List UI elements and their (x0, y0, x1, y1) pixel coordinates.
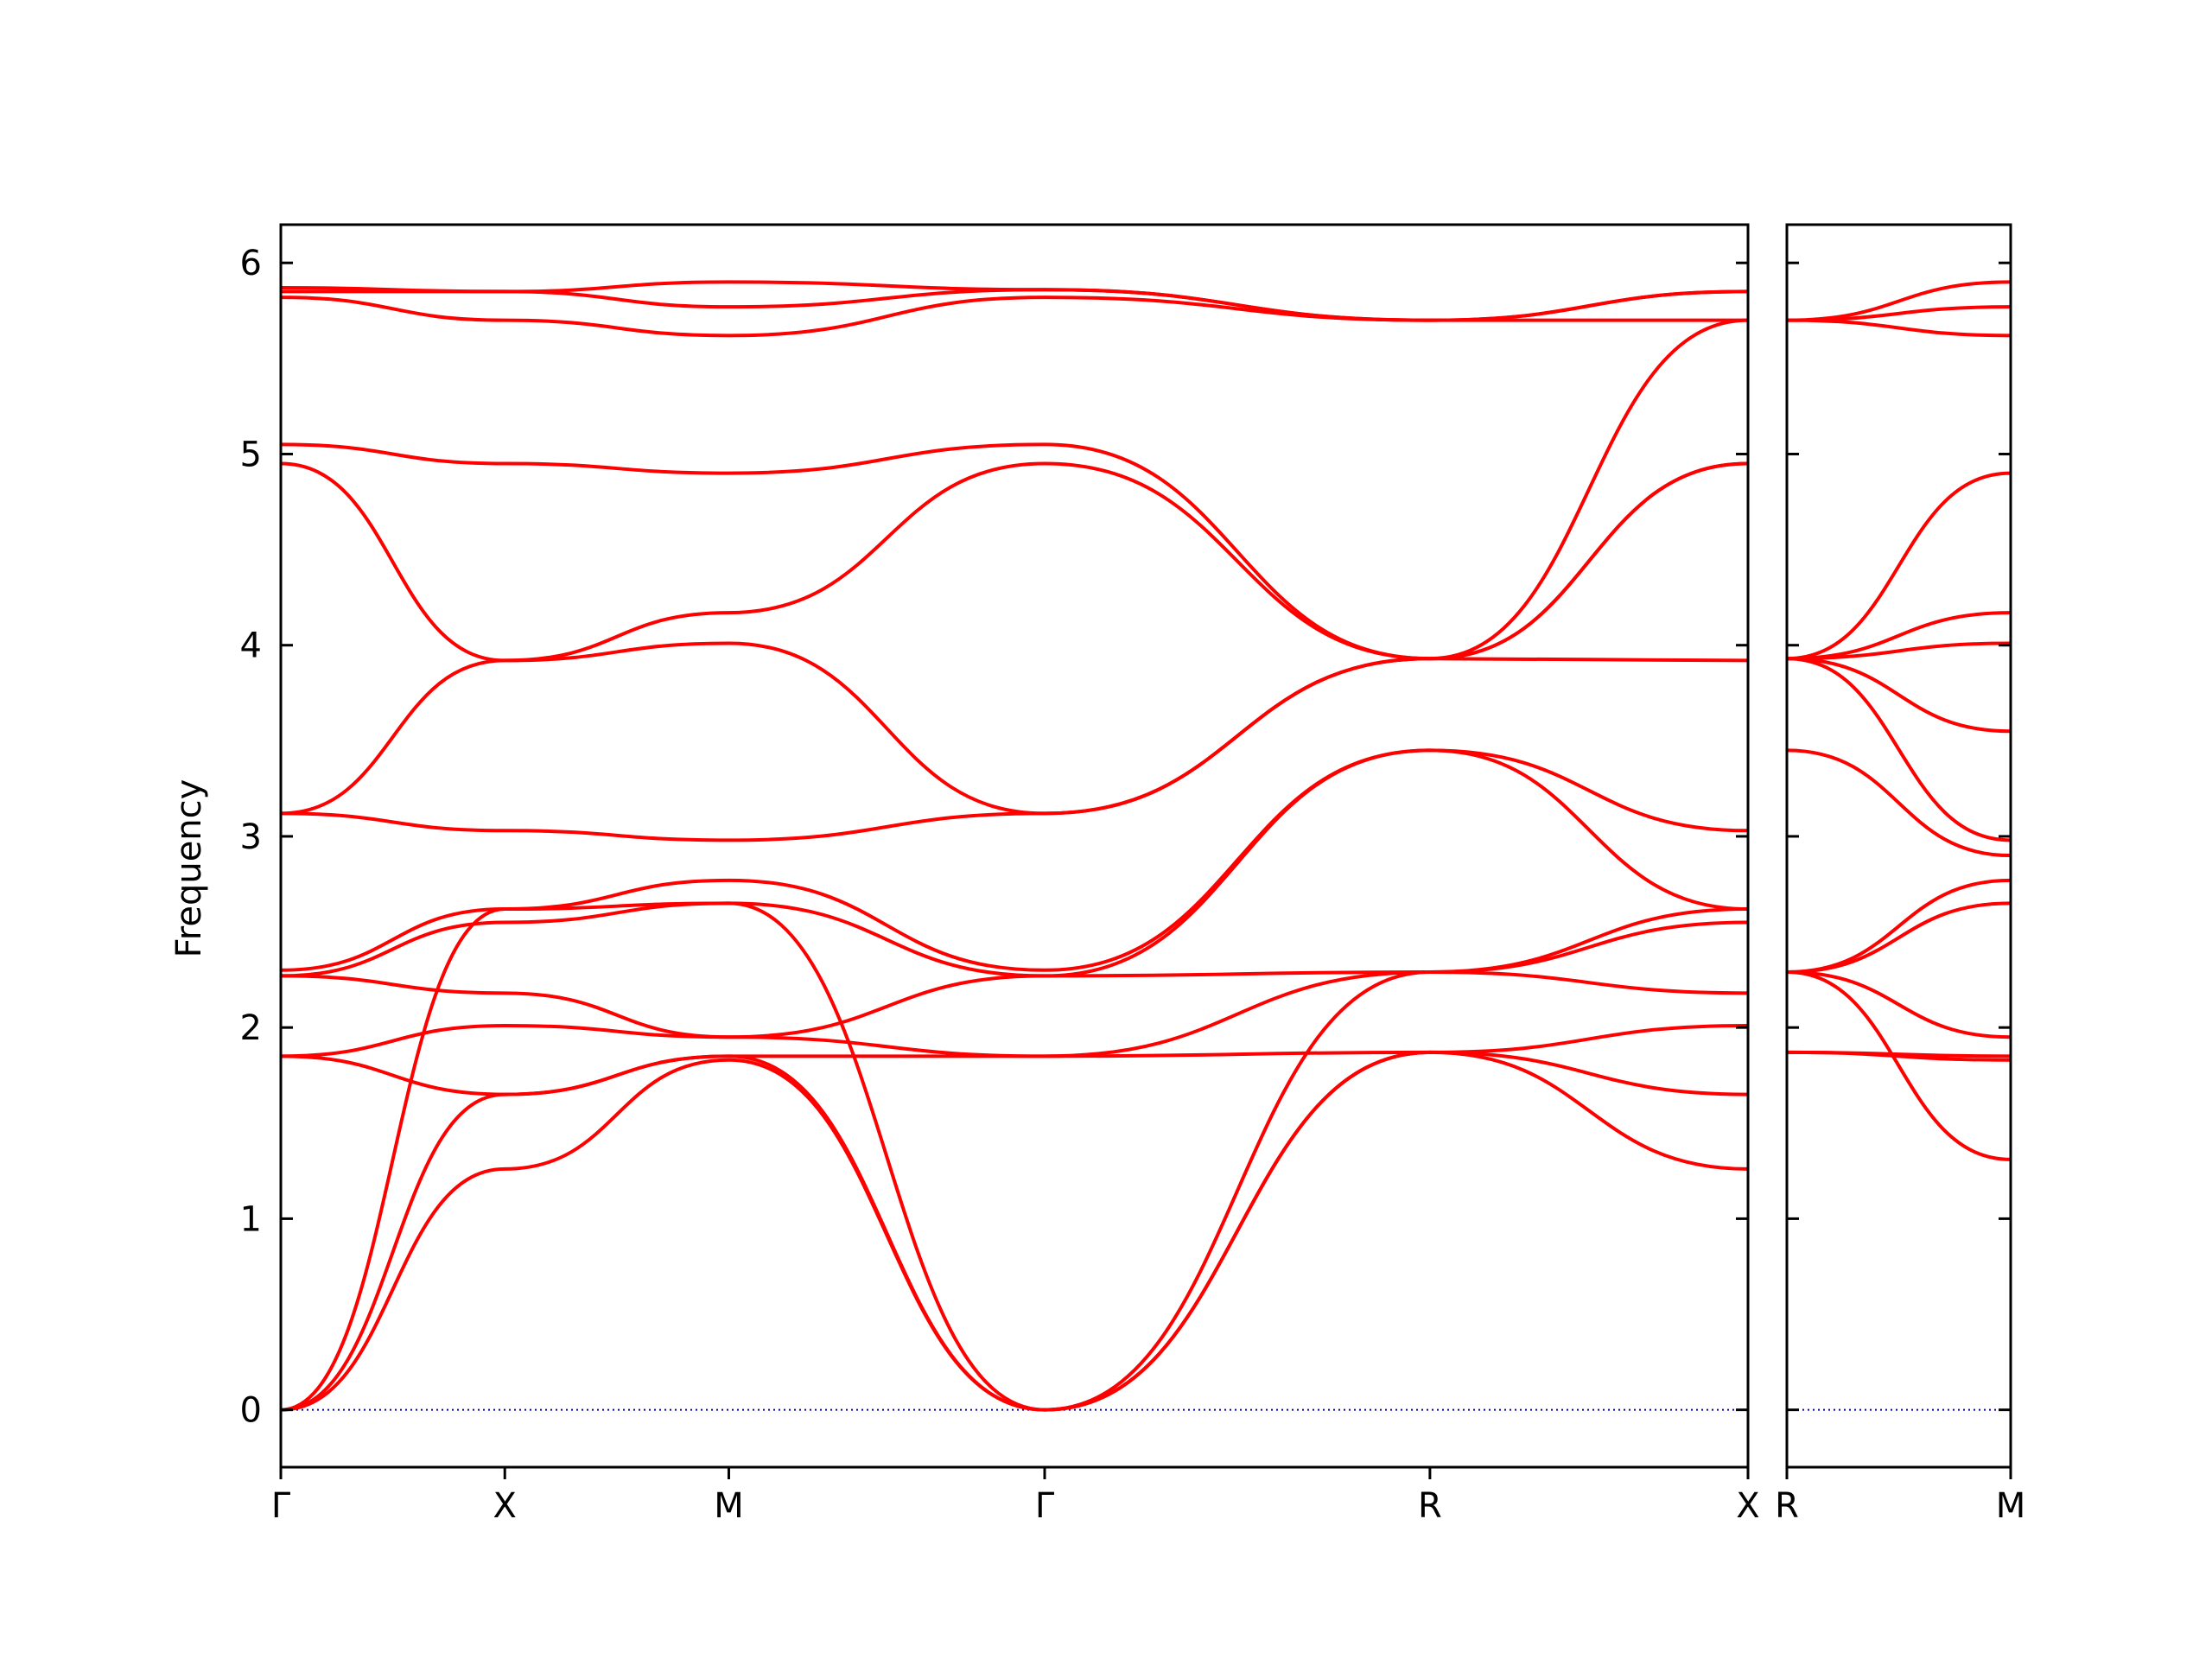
band-line-10 (280, 461, 1749, 816)
band-line-15 (1786, 280, 2012, 322)
band-line-4 (280, 1023, 1749, 1096)
band-line-1 (280, 1050, 1749, 1412)
band-line-1 (1786, 970, 2012, 1161)
y-tick-label: 2 (240, 1008, 262, 1048)
band-line-12 (280, 318, 1749, 661)
y-tick-label: 1 (240, 1199, 262, 1239)
plot-frame (279, 223, 1750, 1469)
y-axis-label: Frequency (169, 779, 209, 958)
band-line-6 (1786, 878, 2012, 975)
y-tick-label: 5 (240, 435, 262, 474)
band-line-3 (1786, 1050, 2012, 1058)
y-tick-label: 6 (240, 244, 262, 283)
x-tick-label: X (1736, 1486, 1759, 1526)
x-tick-label: Γ (271, 1486, 291, 1526)
band-line-11 (1786, 611, 2012, 661)
band-line-9 (280, 657, 1749, 842)
x-tick-label: Γ (1035, 1486, 1055, 1526)
band-line-4 (1786, 970, 2012, 1039)
band-line-5 (280, 970, 1749, 1058)
band-line-6 (280, 920, 1749, 1039)
panel-1: 0 1 2 3 4 5 6 Γ X M Γ R X (240, 223, 1760, 1526)
band-line-8 (1786, 657, 2012, 842)
x-tick-label: R (1418, 1486, 1442, 1526)
y-tick-label: 0 (240, 1391, 262, 1431)
y-tick-label: 3 (240, 817, 262, 857)
band-line-13 (280, 296, 1748, 338)
x-tick-label: M (1996, 1486, 2026, 1526)
band-line-7 (280, 748, 1749, 978)
band-line-11 (280, 461, 1749, 663)
x-tick-label: M (714, 1486, 744, 1526)
band-line-5 (1786, 901, 2012, 975)
band-line-15 (280, 280, 1749, 322)
band-line-13 (1786, 318, 2012, 338)
y-tick-label: 4 (240, 626, 262, 666)
plot-frame (1785, 223, 2012, 1469)
band-line-9 (1786, 657, 2012, 734)
band-line-12 (1786, 471, 2012, 661)
band-line-8 (280, 748, 1749, 972)
band-line-2 (280, 1050, 1749, 1412)
x-tick-label: R (1775, 1486, 1799, 1526)
band-line-7 (1786, 748, 2012, 858)
x-tick-label: X (493, 1486, 517, 1526)
band-line-3 (280, 901, 1749, 1412)
